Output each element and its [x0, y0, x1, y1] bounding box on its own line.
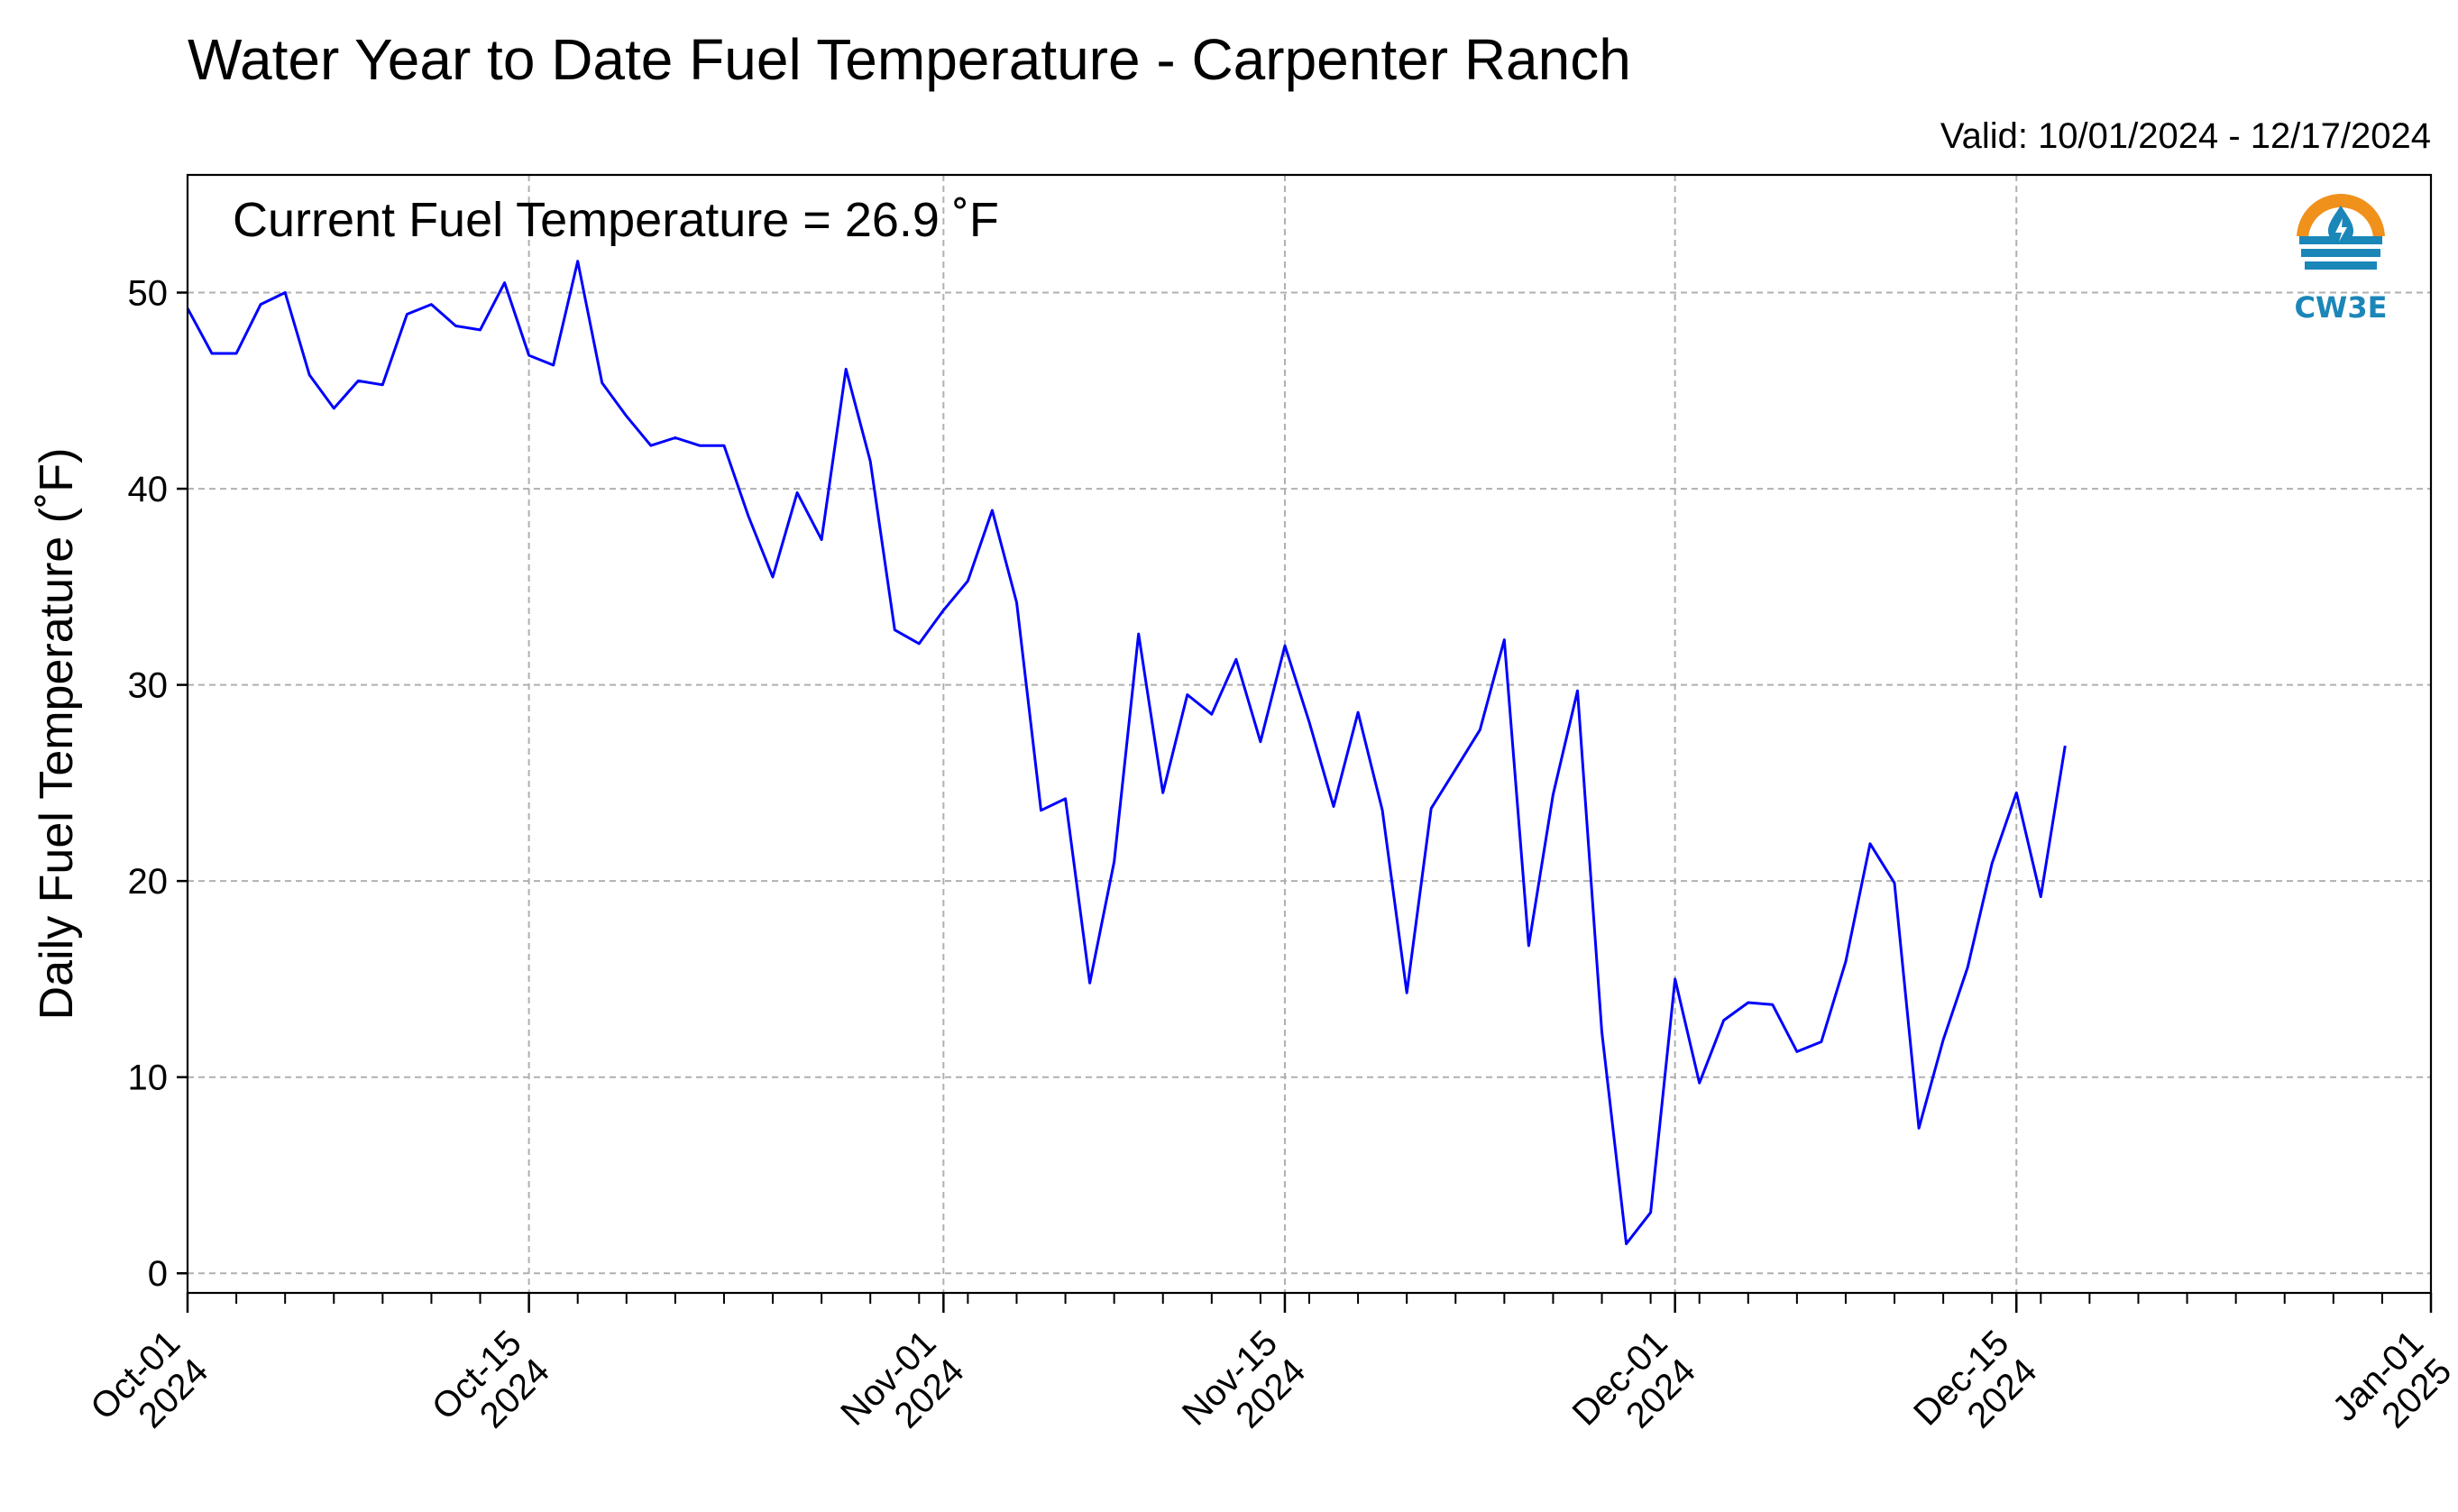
y-axis-label: Daily Fuel Temperature (˚F): [31, 448, 83, 1021]
cw3e-logo-text: CW3E: [2295, 290, 2388, 325]
cw3e-logo-icon: [2296, 194, 2386, 287]
y-tick-label: 40: [128, 470, 169, 509]
y-axis: 0 10 20 30 40 50: [128, 274, 188, 1294]
fuel-temperature-line: [186, 260, 2067, 1246]
chart-title: Water Year to Date Fuel Temperature - Ca…: [188, 27, 1631, 92]
y-tick-label: 30: [128, 666, 169, 706]
cw3e-logo: CW3E: [2295, 194, 2388, 325]
y-tick-label: 0: [148, 1254, 168, 1294]
y-tick-label: 50: [128, 274, 169, 314]
y-tick-label: 20: [128, 862, 169, 902]
y-tick-label: 10: [128, 1058, 169, 1098]
series-layer: [186, 260, 2067, 1246]
current-fuel-temperature-annotation: Current Fuel Temperature = 26.9 ˚F: [233, 193, 999, 247]
valid-date-range: Valid: 10/01/2024 - 12/17/2024: [1940, 116, 2431, 156]
